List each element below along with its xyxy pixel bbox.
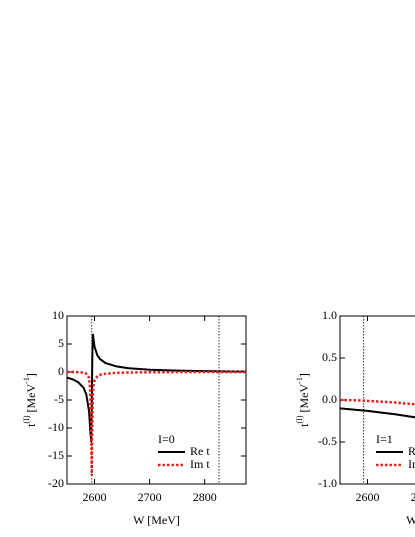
y-axis-label-part: [MeV [24, 384, 38, 413]
y-axis-label-part: -1 [295, 377, 304, 384]
y-tick-label: -1.0 [318, 476, 337, 490]
y-axis-label-part: t [297, 423, 311, 427]
legend-annotation: I=1 [376, 432, 393, 446]
legend-label: Im t [408, 457, 415, 471]
series-line [339, 398, 415, 406]
y-tick-label: -20 [48, 476, 64, 490]
y-axis-label-part: t [24, 423, 38, 427]
y-tick-label: -10 [48, 420, 64, 434]
legend-label: Re t [190, 444, 210, 458]
y-axis-label-part: [MeV [297, 384, 311, 413]
y-axis-label-part: -1 [22, 377, 31, 384]
y-tick-label: -15 [48, 448, 64, 462]
x-tick-label: 2800 [193, 490, 217, 504]
x-axis-label: W [MeV] [406, 513, 415, 527]
y-axis-label-part: (I) [22, 415, 31, 423]
y-axis-label: t(I) [MeV-1] [295, 373, 311, 427]
legend-label: Re t [408, 444, 415, 458]
y-axis-label-part: ] [297, 373, 311, 377]
y-axis-label-part: (I) [295, 415, 304, 423]
series-line [66, 333, 247, 443]
chart: 10 5 0 -5 -10 -15 -20 2600 2700 2800 W [MeV] t(I) [M… [22, 308, 247, 527]
y-axis-label-part: ] [24, 373, 38, 377]
y-tick-label: 1.0 [322, 308, 337, 322]
series-line [339, 407, 415, 419]
y-tick-label: 10 [52, 308, 64, 322]
x-tick-label: 2700 [411, 490, 415, 504]
x-axis-label: W [MeV] [133, 513, 180, 527]
y-tick-label: -0.5 [318, 434, 337, 448]
x-tick-label: 2600 [83, 490, 107, 504]
y-tick-label: -5 [54, 392, 64, 406]
legend-annotation: I=0 [158, 432, 175, 446]
y-tick-label: 0.0 [322, 392, 337, 406]
x-tick-label: 2600 [356, 490, 380, 504]
y-tick-label: 0 [58, 364, 64, 378]
x-tick-label: 2700 [138, 490, 162, 504]
legend-label: Im t [190, 457, 210, 471]
y-tick-label: 0.5 [322, 350, 337, 364]
series-line [67, 370, 246, 476]
y-axis-label: t(I) [MeV-1] [22, 373, 38, 427]
y-tick-label: 5 [58, 336, 64, 350]
